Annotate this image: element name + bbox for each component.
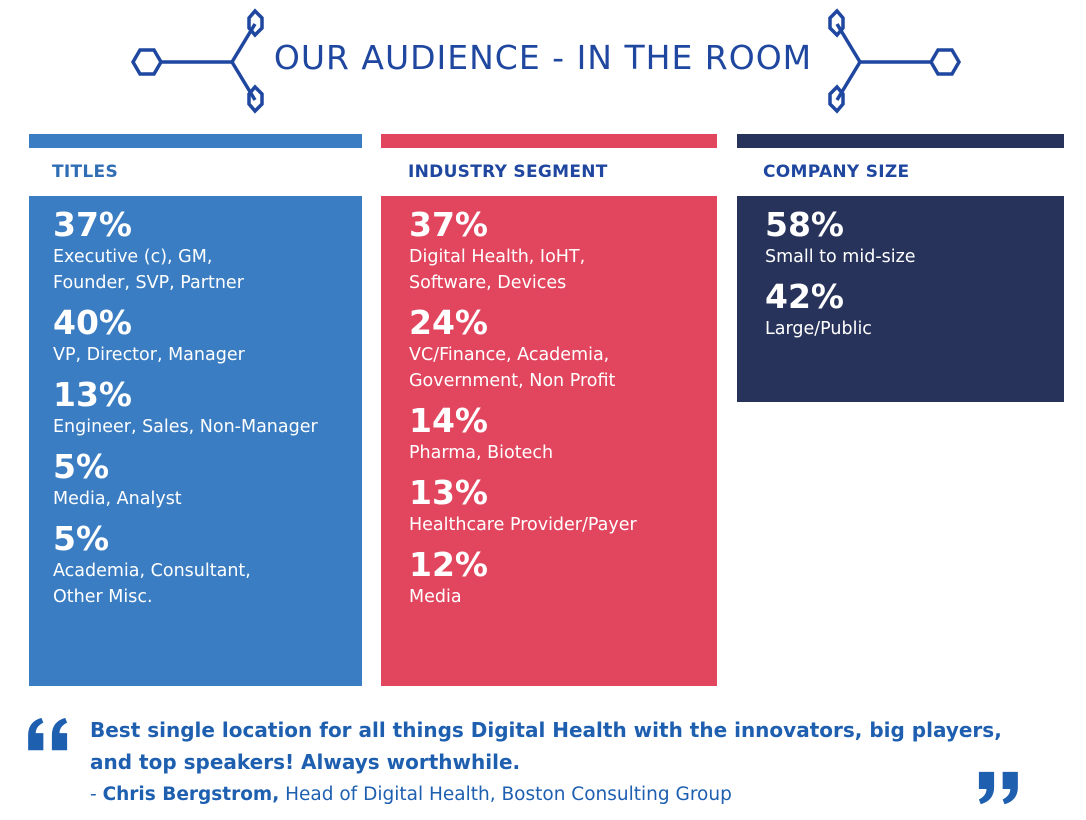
stat-entry: 37% Executive (c), GM, Founder, SVP, Part… — [53, 206, 356, 296]
open-quote-icon — [28, 717, 68, 751]
titles-heading: TITLES — [52, 162, 119, 182]
stat-entry: 58% Small to mid-size — [765, 206, 1058, 270]
stat-label: Pharma, Biotech — [409, 443, 554, 463]
stat-entry: 13% Healthcare Provider/Payer — [409, 474, 711, 538]
stat-entry: 42% Large/Public — [765, 278, 1058, 342]
stat-entry: 24% VC/Finance, Academia, Government, Non… — [409, 304, 711, 394]
stat-percent: 37% — [53, 205, 132, 244]
stat-entry: 14% Pharma, Biotech — [409, 402, 711, 466]
industry-entries: 37% Digital Health, IoHT, Software, Devic… — [409, 206, 711, 618]
titles-entries: 37% Executive (c), GM, Founder, SVP, Part… — [53, 206, 356, 618]
stat-label: Executive (c), GM, Founder, SVP, Partner — [53, 247, 244, 293]
stat-entry: 5% Academia, Consultant, Other Misc. — [53, 520, 356, 610]
company-entries: 58% Small to mid-size 42% Large/Public — [765, 206, 1058, 350]
company-panel: 58% Small to mid-size 42% Large/Public — [737, 196, 1064, 402]
company-panel-background — [737, 196, 1064, 402]
close-quote-icon — [978, 771, 1018, 805]
attribution-author: Chris Bergstrom, — [102, 784, 280, 805]
testimonial-attribution: - Chris Bergstrom, Head of Digital Healt… — [90, 784, 732, 805]
stat-percent: 13% — [409, 473, 488, 512]
stat-percent: 24% — [409, 303, 488, 342]
stat-label: Digital Health, IoHT, Software, Devices — [409, 247, 586, 293]
stat-label: VP, Director, Manager — [53, 345, 245, 365]
stat-label: Academia, Consultant, Other Misc. — [53, 561, 251, 607]
industry-panel-background — [381, 196, 717, 686]
stat-percent: 37% — [409, 205, 488, 244]
molecule-left-icon — [130, 8, 264, 114]
titles-panel: 37% Executive (c), GM, Founder, SVP, Part… — [29, 196, 362, 686]
stat-percent: 14% — [409, 401, 488, 440]
testimonial-quote: Best single location for all things Digi… — [90, 718, 1002, 774]
stat-percent: 13% — [53, 375, 132, 414]
stat-label: Healthcare Provider/Payer — [409, 515, 637, 535]
stat-entry: 13% Engineer, Sales, Non-Manager — [53, 376, 356, 440]
stat-percent: 58% — [765, 205, 844, 244]
stat-entry: 37% Digital Health, IoHT, Software, Devic… — [409, 206, 711, 296]
stat-percent: 12% — [409, 545, 488, 584]
stat-label: Engineer, Sales, Non-Manager — [53, 417, 318, 437]
stat-label: Media — [409, 587, 462, 607]
company-accent-bar — [737, 134, 1064, 148]
titles-accent-bar — [29, 134, 362, 148]
attribution-role: Head of Digital Health, Boston Consultin… — [279, 784, 732, 805]
stat-label: VC/Finance, Academia, Government, Non Pr… — [409, 345, 616, 391]
stat-percent: 42% — [765, 277, 844, 316]
stat-entry: 40% VP, Director, Manager — [53, 304, 356, 368]
stat-percent: 40% — [53, 303, 132, 342]
stat-label: Small to mid-size — [765, 247, 916, 267]
industry-panel: 37% Digital Health, IoHT, Software, Devic… — [381, 196, 717, 686]
stat-percent: 5% — [53, 519, 110, 558]
stat-label: Media, Analyst — [53, 489, 182, 509]
molecule-right-icon — [828, 8, 962, 114]
attribution-dash: - — [90, 784, 103, 805]
industry-heading: INDUSTRY SEGMENT — [408, 162, 608, 182]
company-heading: COMPANY SIZE — [763, 162, 910, 182]
page-title: OUR AUDIENCE - IN THE ROOM — [273, 38, 813, 77]
stat-label: Large/Public — [765, 319, 872, 339]
industry-accent-bar — [381, 134, 717, 148]
stat-percent: 5% — [53, 447, 110, 486]
stat-entry: 5% Media, Analyst — [53, 448, 356, 512]
titles-panel-background — [29, 196, 362, 686]
stat-entry: 12% Media — [409, 546, 711, 610]
